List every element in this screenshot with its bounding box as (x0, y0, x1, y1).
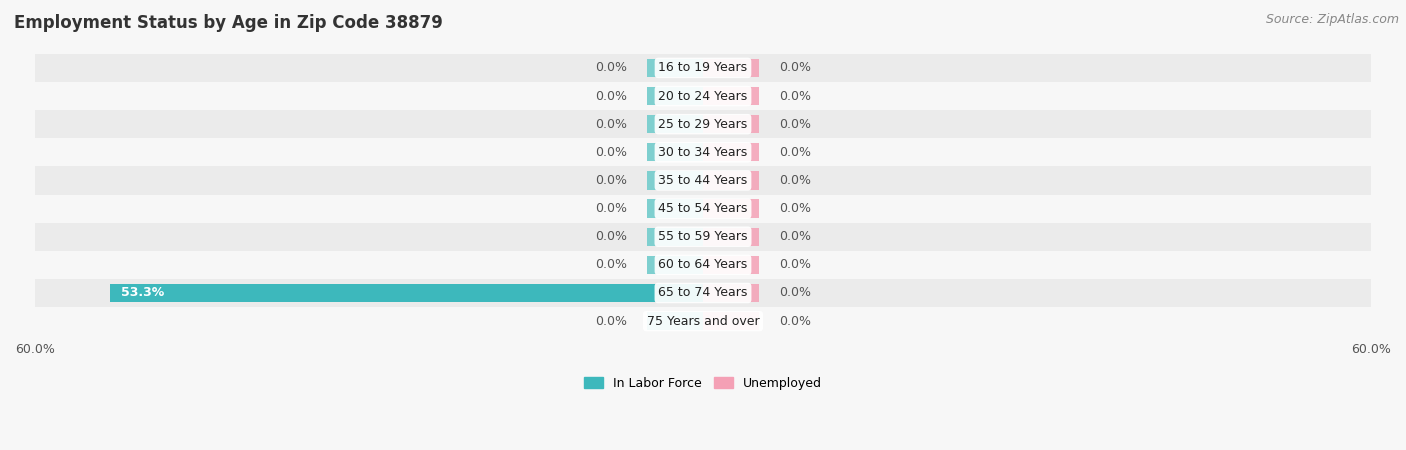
Text: 65 to 74 Years: 65 to 74 Years (658, 287, 748, 300)
Text: 0.0%: 0.0% (595, 230, 627, 243)
Bar (647, 199, 703, 218)
Text: 0.0%: 0.0% (779, 202, 811, 215)
Text: 0.0%: 0.0% (595, 146, 627, 159)
Bar (35, 194, 1371, 223)
Bar (35, 54, 1371, 82)
Text: 0.0%: 0.0% (595, 61, 627, 74)
Bar (647, 228, 703, 246)
Bar (35, 82, 1371, 110)
Bar (35, 223, 1371, 251)
Bar (35, 279, 1371, 307)
Bar (647, 143, 703, 162)
Bar (647, 171, 703, 189)
Bar (35, 166, 1371, 194)
Text: 0.0%: 0.0% (779, 174, 811, 187)
Bar (703, 143, 759, 162)
Bar (647, 115, 703, 133)
Bar (703, 256, 759, 274)
Bar (647, 87, 703, 105)
Text: 0.0%: 0.0% (779, 287, 811, 300)
Bar (35, 138, 1371, 166)
Text: 16 to 19 Years: 16 to 19 Years (658, 61, 748, 74)
Text: 0.0%: 0.0% (779, 90, 811, 103)
Text: 35 to 44 Years: 35 to 44 Years (658, 174, 748, 187)
Bar (647, 256, 703, 274)
Text: 45 to 54 Years: 45 to 54 Years (658, 202, 748, 215)
Text: 0.0%: 0.0% (779, 61, 811, 74)
Text: 0.0%: 0.0% (779, 230, 811, 243)
Bar (35, 110, 1371, 138)
Text: 55 to 59 Years: 55 to 59 Years (658, 230, 748, 243)
Bar (703, 228, 759, 246)
Text: 0.0%: 0.0% (595, 258, 627, 271)
Bar (703, 115, 759, 133)
Text: 0.0%: 0.0% (595, 90, 627, 103)
Text: Source: ZipAtlas.com: Source: ZipAtlas.com (1265, 14, 1399, 27)
Bar (703, 284, 759, 302)
Text: 30 to 34 Years: 30 to 34 Years (658, 146, 748, 159)
Bar (703, 171, 759, 189)
Text: 0.0%: 0.0% (779, 146, 811, 159)
Bar (703, 59, 759, 77)
Text: 25 to 29 Years: 25 to 29 Years (658, 117, 748, 130)
Text: 0.0%: 0.0% (595, 202, 627, 215)
Bar (703, 199, 759, 218)
Text: 0.0%: 0.0% (595, 117, 627, 130)
Text: 0.0%: 0.0% (595, 315, 627, 328)
Text: 0.0%: 0.0% (779, 117, 811, 130)
Bar (35, 251, 1371, 279)
Bar (703, 312, 759, 330)
Text: 0.0%: 0.0% (779, 315, 811, 328)
Text: 0.0%: 0.0% (595, 174, 627, 187)
Bar (110, 284, 703, 302)
Bar (647, 312, 703, 330)
Text: 75 Years and over: 75 Years and over (647, 315, 759, 328)
Bar (647, 59, 703, 77)
Text: 20 to 24 Years: 20 to 24 Years (658, 90, 748, 103)
Legend: In Labor Force, Unemployed: In Labor Force, Unemployed (579, 372, 827, 395)
Text: 60 to 64 Years: 60 to 64 Years (658, 258, 748, 271)
Text: Employment Status by Age in Zip Code 38879: Employment Status by Age in Zip Code 388… (14, 14, 443, 32)
Bar (703, 87, 759, 105)
Bar (35, 307, 1371, 335)
Text: 53.3%: 53.3% (121, 287, 165, 300)
Text: 0.0%: 0.0% (779, 258, 811, 271)
